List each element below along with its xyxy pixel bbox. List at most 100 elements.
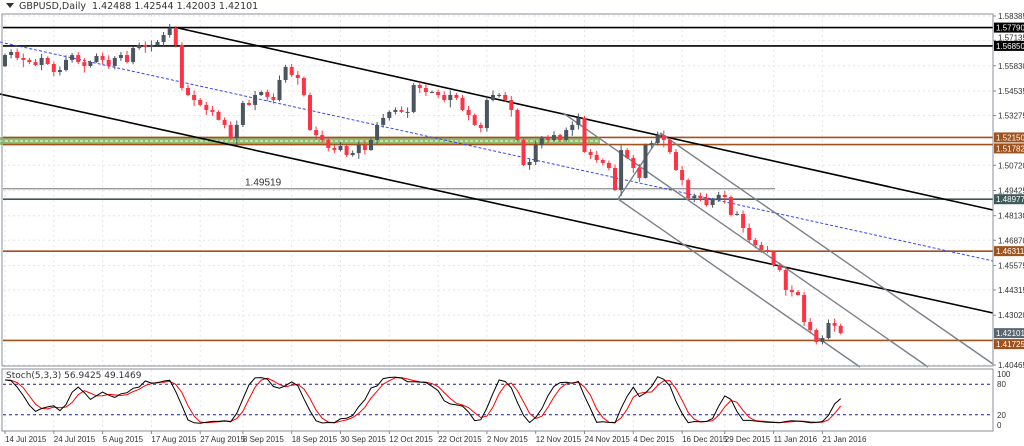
candle[interactable] [39, 53, 44, 71]
candle[interactable] [545, 134, 550, 143]
candle[interactable] [491, 90, 495, 102]
candle[interactable] [777, 262, 782, 272]
candle[interactable] [411, 82, 416, 114]
candle[interactable] [753, 238, 758, 249]
candle[interactable] [198, 97, 203, 107]
candle[interactable] [228, 121, 233, 141]
candle[interactable] [698, 192, 703, 202]
candle[interactable] [783, 266, 788, 296]
candle[interactable] [362, 140, 367, 155]
candle[interactable] [222, 117, 227, 129]
candle[interactable] [649, 140, 654, 149]
candle[interactable] [381, 113, 386, 128]
candle[interactable] [344, 144, 349, 158]
candle[interactable] [430, 90, 434, 94]
candle[interactable] [686, 178, 691, 200]
candle[interactable] [338, 142, 343, 152]
candle[interactable] [393, 107, 398, 115]
candle[interactable] [100, 52, 105, 65]
candle[interactable] [613, 164, 617, 192]
candle[interactable] [326, 137, 331, 152]
candle[interactable] [33, 59, 38, 66]
candle[interactable] [588, 149, 593, 159]
candle[interactable] [64, 55, 68, 72]
candle[interactable] [417, 82, 422, 93]
candle[interactable] [667, 137, 672, 155]
candle[interactable] [820, 335, 825, 345]
candle[interactable] [680, 165, 685, 186]
candle[interactable] [423, 83, 428, 97]
candle[interactable] [3, 53, 7, 67]
candle[interactable] [283, 64, 288, 83]
candle[interactable] [247, 99, 251, 106]
dropdown-triangle-icon[interactable] [6, 3, 14, 8]
candle[interactable] [484, 96, 489, 132]
candle[interactable] [27, 57, 32, 65]
candle[interactable] [802, 291, 807, 327]
pitchfork-lower-line[interactable] [617, 198, 861, 368]
candle[interactable] [57, 66, 62, 76]
candle[interactable] [387, 110, 392, 121]
candle[interactable] [308, 92, 312, 131]
candle[interactable] [118, 52, 123, 61]
candle[interactable] [265, 89, 270, 102]
candle[interactable] [405, 107, 410, 118]
candle[interactable] [606, 160, 611, 171]
candle[interactable] [515, 108, 520, 142]
candle[interactable] [375, 121, 380, 144]
candle[interactable] [436, 89, 441, 99]
candle[interactable] [619, 145, 624, 196]
candle[interactable] [186, 84, 190, 97]
candle[interactable] [314, 126, 319, 140]
candle[interactable] [204, 101, 209, 115]
candle[interactable] [789, 285, 794, 297]
candle[interactable] [277, 75, 282, 102]
candle[interactable] [94, 53, 99, 63]
candle[interactable] [253, 90, 258, 111]
candle[interactable] [466, 105, 471, 121]
candle[interactable] [497, 92, 502, 98]
candle[interactable] [558, 133, 563, 143]
candle[interactable] [814, 328, 819, 345]
candle[interactable] [332, 144, 337, 154]
candle[interactable] [442, 91, 447, 103]
candle[interactable] [320, 130, 325, 143]
candle[interactable] [808, 318, 813, 333]
candle[interactable] [106, 55, 111, 69]
candle[interactable] [533, 140, 538, 165]
candle[interactable] [45, 56, 50, 66]
pitchfork-median-line[interactable] [562, 112, 929, 368]
candle[interactable] [594, 150, 599, 163]
pitchfork-upper-line[interactable] [659, 132, 994, 365]
candle[interactable] [527, 158, 532, 170]
candle[interactable] [137, 42, 142, 50]
candle[interactable] [692, 193, 697, 203]
candle[interactable] [582, 115, 587, 153]
candle[interactable] [88, 60, 93, 68]
candle[interactable] [259, 90, 264, 97]
candle[interactable] [125, 51, 129, 64]
candle[interactable] [234, 120, 239, 146]
candle[interactable] [82, 58, 87, 73]
candle[interactable] [356, 141, 361, 159]
candle[interactable] [570, 121, 575, 136]
candle[interactable] [399, 106, 404, 114]
candle[interactable] [167, 23, 172, 38]
candle[interactable] [759, 241, 764, 254]
candle[interactable] [552, 131, 556, 142]
candle[interactable] [765, 245, 770, 254]
candle[interactable] [643, 143, 648, 179]
candle[interactable] [771, 250, 776, 268]
candle[interactable] [741, 210, 746, 233]
candle[interactable] [478, 122, 483, 133]
candle[interactable] [625, 148, 630, 160]
candle[interactable] [539, 135, 544, 149]
candle[interactable] [472, 113, 477, 127]
candle[interactable] [716, 191, 721, 202]
pitchfork-handle-line[interactable] [617, 132, 663, 200]
candle[interactable] [454, 92, 459, 100]
candle[interactable] [735, 211, 739, 216]
candle[interactable] [448, 90, 453, 108]
candle[interactable] [149, 40, 154, 52]
candle[interactable] [155, 39, 160, 46]
